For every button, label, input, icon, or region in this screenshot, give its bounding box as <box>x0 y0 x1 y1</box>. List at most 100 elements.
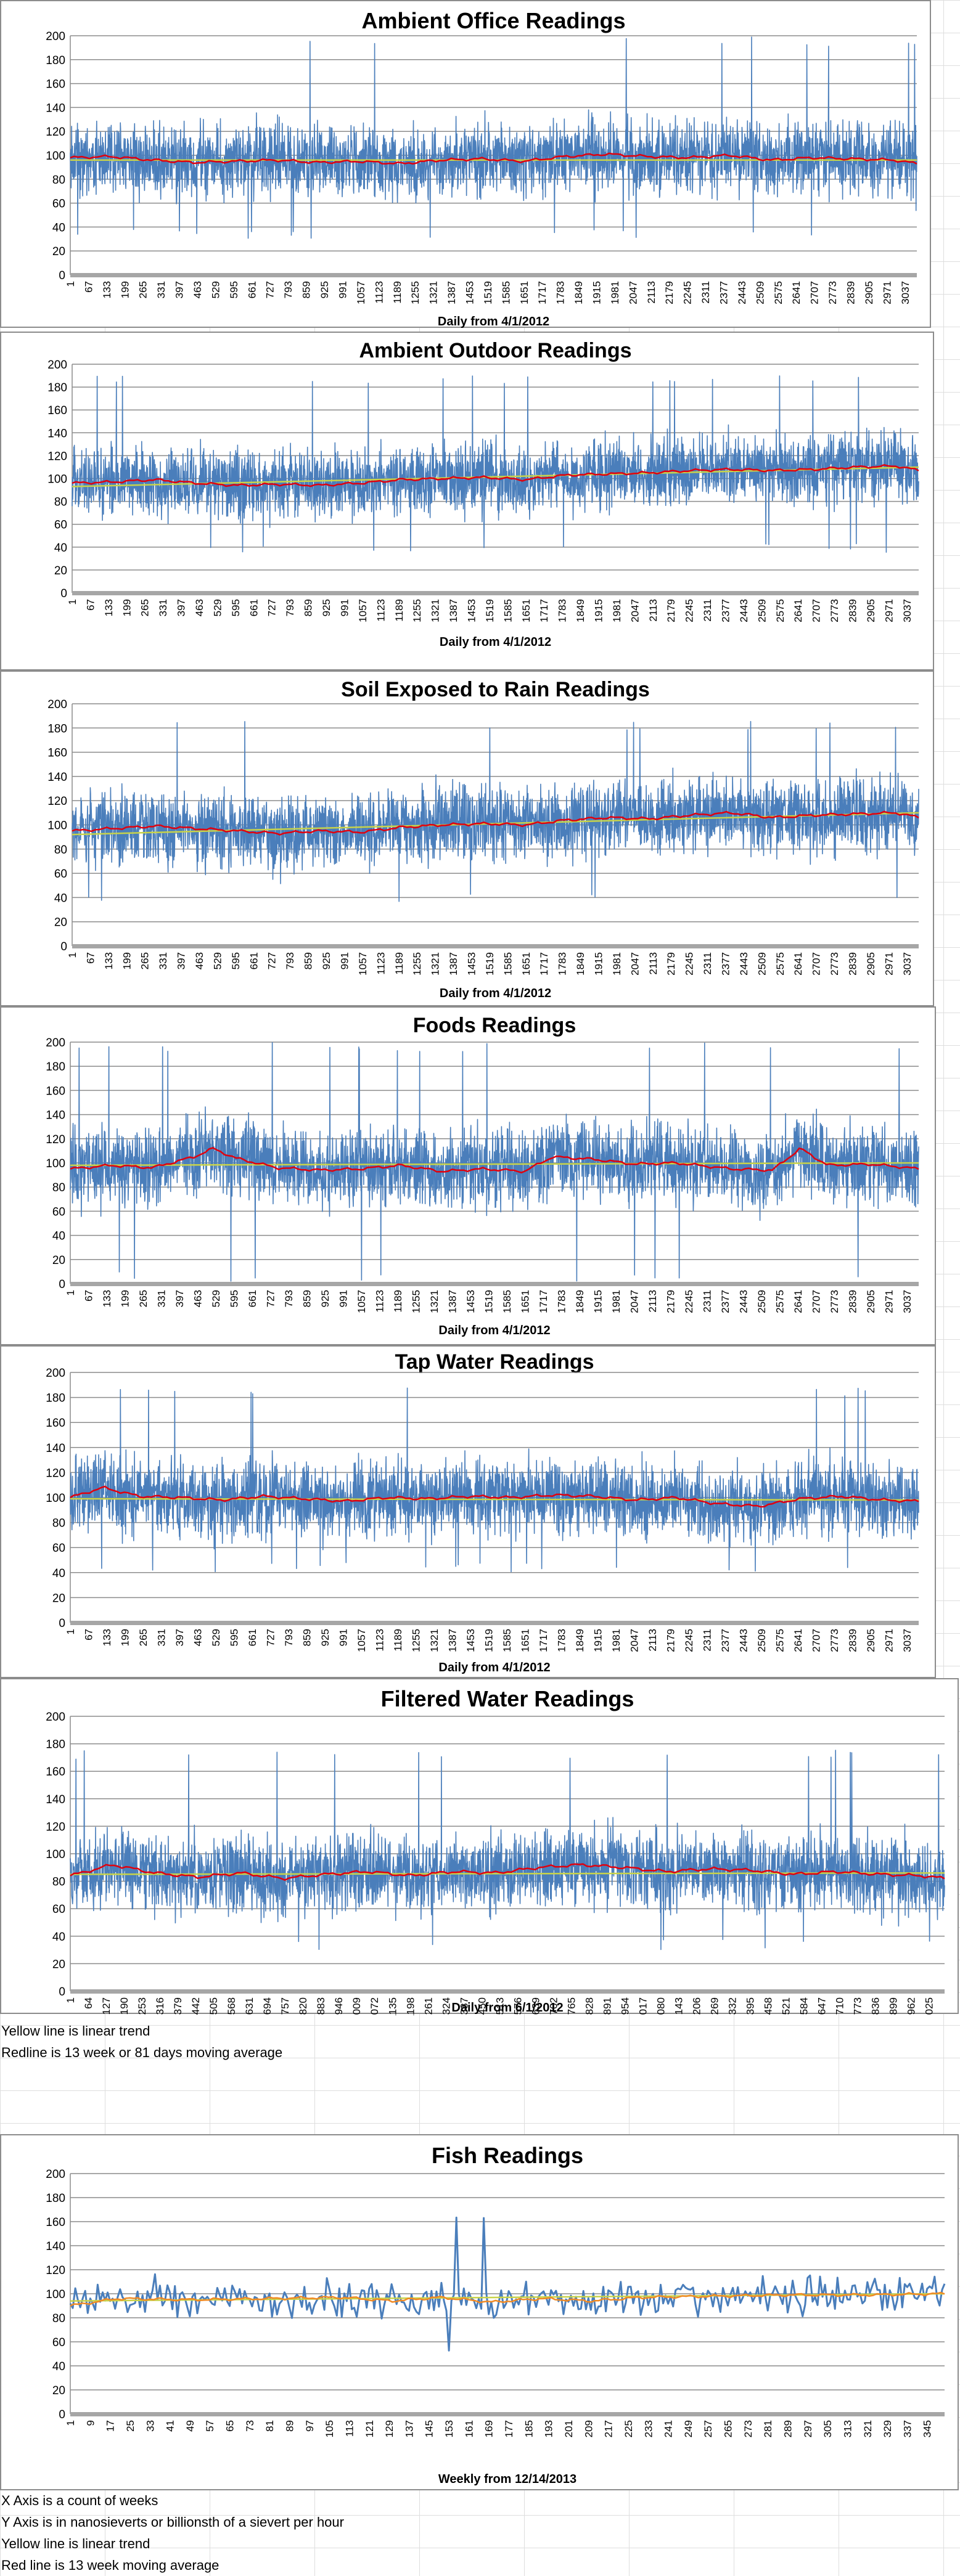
x-tick-label: 991 <box>337 1629 349 1646</box>
x-tick-label: 1 <box>67 599 78 605</box>
x-tick-label: 64 <box>83 1997 94 2009</box>
x-tick-label: 2311 <box>702 599 713 622</box>
x-tick-label: 1 <box>65 1997 76 2003</box>
x-tick-label: 1123 <box>374 1629 385 1652</box>
x-tick-label: 529 <box>210 281 221 298</box>
x-tick-label: 3025 <box>924 1997 935 2015</box>
chart-svg: Fish Readings 0 20 40 60 80 100 120 140 160 180 200… <box>46 2143 946 2486</box>
x-tick-label: 1981 <box>610 1290 622 1313</box>
y-tick-label: 200 <box>46 1037 65 1050</box>
x-tick-label: 1849 <box>573 281 585 304</box>
x-tick-label: 1915 <box>591 281 602 304</box>
x-tick-label: 337 <box>901 2420 913 2437</box>
x-tick-label: 3037 <box>901 1629 913 1652</box>
x-tick-label: 2113 <box>647 1290 658 1313</box>
x-tick-label: 2179 <box>665 1629 676 1652</box>
x-tick-label: 1450 <box>476 1997 488 2015</box>
x-tick-label: 2311 <box>700 281 712 304</box>
y-tick-label: 20 <box>52 1254 65 1267</box>
x-tick-label: 1651 <box>520 952 532 976</box>
y-tick-label: 60 <box>52 198 65 211</box>
x-tick-label: 161 <box>463 2420 475 2437</box>
x-tick-label: 199 <box>121 952 133 969</box>
series-moving-average-line <box>70 2291 945 2307</box>
x-tick-label: 199 <box>121 599 133 616</box>
series-linear-trend-line <box>70 1162 919 1167</box>
x-tick-label: 2509 <box>756 599 768 622</box>
x-tick-label: 1849 <box>575 599 586 622</box>
x-tick-label: 1585 <box>502 952 514 976</box>
x-tick-label: 2113 <box>647 952 659 975</box>
x-tick-label: 1387 <box>458 1997 470 2015</box>
y-tick-label: 120 <box>46 1467 65 1480</box>
x-tick-label: 1783 <box>557 952 568 976</box>
x-tick-label: 1849 <box>575 952 586 976</box>
chart-panel-filtered-water: Filtered Water Readings 0 20 40 60 80 100 120 14… <box>0 1678 959 2015</box>
x-tick-label: 1255 <box>411 952 423 976</box>
y-tick-label: 0 <box>59 269 65 282</box>
x-tick-label: 1255 <box>410 1629 422 1652</box>
y-tick-label: 0 <box>59 1278 65 1291</box>
x-tick-label: 1057 <box>355 281 367 304</box>
x-tick-label: 1387 <box>446 1629 458 1652</box>
x-tick-label: 2113 <box>647 599 659 622</box>
x-tick-label: 1 <box>65 281 76 287</box>
x-tick-label: 2047 <box>629 952 641 976</box>
y-tick-label: 180 <box>46 1392 65 1405</box>
y-tick-label: 140 <box>46 102 65 115</box>
notes-block-2: X Axis is a count of weeks Y Axis is in … <box>1 2490 344 2576</box>
x-tick-label: 925 <box>321 952 332 969</box>
x-tick-label: 727 <box>266 599 278 616</box>
x-tick-label: 33 <box>144 2420 156 2432</box>
y-tick-label: 60 <box>52 2336 65 2349</box>
x-tick-label: 1 <box>65 1629 76 1634</box>
x-tick-label: 265 <box>723 2420 734 2437</box>
x-tick-label: 1057 <box>357 599 369 622</box>
x-tick-label: 2905 <box>865 1629 877 1652</box>
x-tick-label: 105 <box>324 2420 335 2437</box>
x-tick-label: 883 <box>315 1997 327 2015</box>
x-tick-label: 661 <box>248 599 260 616</box>
series-moving-average-line <box>70 1485 919 1508</box>
x-tick-label: 2179 <box>665 1290 676 1313</box>
y-tick-label: 100 <box>46 1848 65 1861</box>
x-tick-label: 1 <box>65 2420 76 2426</box>
chart-svg: Filtered Water Readings02040608010012014… <box>46 1686 945 2015</box>
x-tick-label: 1453 <box>465 1290 477 1313</box>
series-readings-line <box>69 2216 946 2352</box>
y-tick-label: 100 <box>47 820 67 833</box>
x-tick-label: 2245 <box>683 1290 695 1313</box>
x-tick-label: 859 <box>301 281 313 298</box>
x-tick-label: 2773 <box>829 599 840 622</box>
x-tick-label: 2839 <box>847 1290 858 1313</box>
y-tick-label: 120 <box>46 2264 65 2277</box>
x-axis-label: Daily from 4/1/2012 <box>438 1661 550 1674</box>
x-tick-label: 9 <box>84 2420 96 2426</box>
x-tick-label: 2839 <box>845 281 857 304</box>
x-tick-label: 793 <box>283 1290 295 1307</box>
x-tick-label: 1765 <box>565 1997 577 2015</box>
x-tick-label: 1915 <box>593 952 604 976</box>
x-tick-label: 1135 <box>387 1997 398 2015</box>
x-tick-label: 463 <box>194 599 205 616</box>
y-tick-label: 100 <box>46 150 65 163</box>
x-axis-label: Daily from 4/1/2012 <box>440 987 551 1000</box>
y-tick-label: 100 <box>46 1492 65 1505</box>
x-tick-label: 568 <box>226 1997 237 2015</box>
x-tick-label: 1189 <box>392 1290 404 1313</box>
x-tick-label: 991 <box>337 281 348 298</box>
x-tick-label: 2707 <box>810 1629 822 1652</box>
x-tick-label: 2245 <box>684 599 695 622</box>
x-tick-label: 925 <box>319 1290 331 1307</box>
y-tick-label: 160 <box>46 2216 65 2229</box>
x-tick-label: 113 <box>343 2420 355 2437</box>
x-tick-label: 859 <box>301 1629 313 1646</box>
x-tick-label: 2377 <box>720 952 732 976</box>
y-tick-label: 40 <box>52 1931 65 1944</box>
x-tick-label: 2773 <box>827 281 839 304</box>
x-tick-label: 2509 <box>756 1629 768 1652</box>
x-tick-label: 2707 <box>811 952 823 976</box>
x-tick-label: 265 <box>137 1290 149 1307</box>
x-tick-label: 2962 <box>906 1997 917 2015</box>
x-tick-label: 2443 <box>736 281 748 304</box>
